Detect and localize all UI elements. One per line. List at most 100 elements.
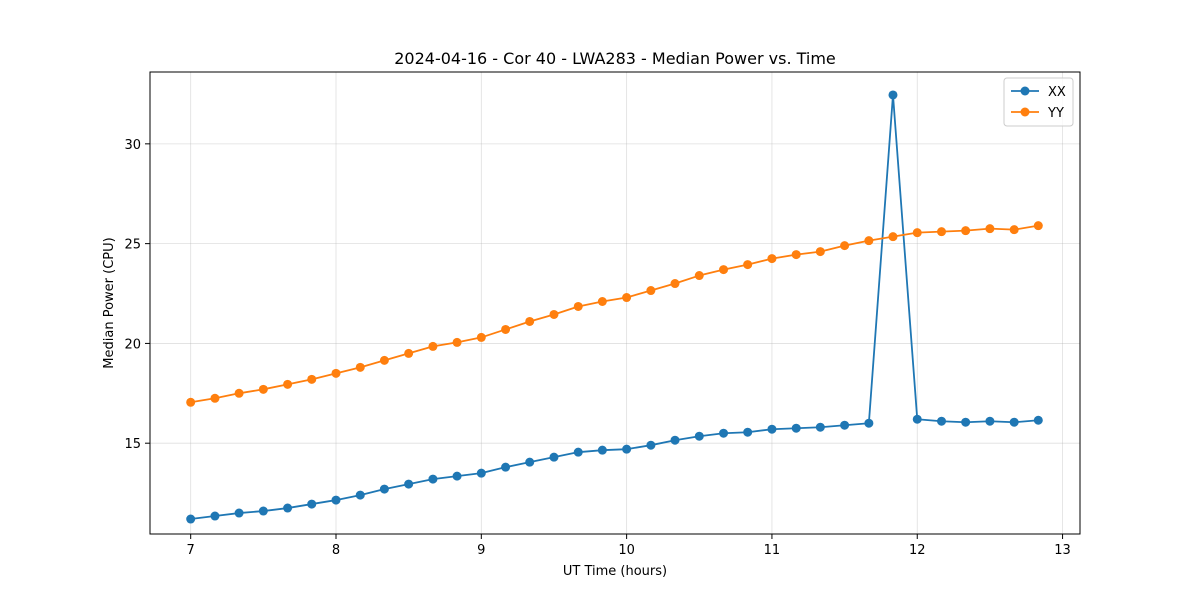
data-point-yy	[573, 301, 583, 311]
data-point-yy	[815, 247, 825, 257]
data-point-xx	[549, 452, 559, 462]
series-layer	[186, 90, 1043, 524]
data-point-yy	[331, 368, 341, 378]
data-point-yy	[452, 337, 462, 347]
data-point-xx	[743, 427, 753, 437]
legend-label: XX	[1048, 85, 1066, 100]
data-point-xx	[815, 422, 825, 432]
data-point-xx	[331, 495, 341, 505]
x-tick-label: 11	[764, 543, 781, 558]
data-point-yy	[1009, 225, 1019, 235]
data-point-yy	[646, 286, 656, 296]
data-point-xx	[476, 468, 486, 478]
x-tick-label: 13	[1054, 543, 1071, 558]
data-point-xx	[1033, 415, 1043, 425]
data-point-yy	[694, 271, 704, 281]
data-point-yy	[985, 224, 995, 234]
data-point-xx	[864, 418, 874, 428]
data-point-yy	[501, 324, 511, 334]
data-point-xx	[646, 440, 656, 450]
plot-area-frame	[149, 71, 1081, 535]
data-point-xx	[307, 499, 317, 509]
data-point-xx	[937, 416, 947, 426]
y-tick-label: 30	[124, 138, 141, 153]
chart-title: 2024-04-16 - Cor 40 - LWA283 - Median Po…	[394, 49, 836, 68]
data-point-yy	[912, 228, 922, 238]
data-point-yy	[840, 241, 850, 251]
data-point-yy	[719, 265, 729, 275]
series-line-yy	[190, 224, 1039, 404]
legend: XX YY	[1003, 77, 1074, 127]
data-point-xx	[428, 474, 438, 484]
data-point-yy	[767, 254, 777, 264]
series-xx	[186, 90, 1043, 524]
y-tick-label: 15	[124, 437, 141, 452]
data-point-xx	[719, 428, 729, 438]
data-point-yy	[258, 384, 268, 394]
series-yy	[186, 221, 1043, 407]
y-tick-label: 20	[124, 337, 141, 352]
data-point-xx	[210, 511, 220, 521]
axis-ticks: 7 8 9 10 11 12 13 15 20 25 30	[124, 138, 1070, 558]
data-point-yy	[888, 232, 898, 242]
y-tick-label: 25	[124, 238, 141, 253]
data-point-xx	[912, 414, 922, 424]
data-point-xx	[670, 435, 680, 445]
data-point-yy	[307, 374, 317, 384]
data-point-xx	[840, 420, 850, 430]
data-point-xx	[767, 424, 777, 434]
data-point-xx	[452, 471, 462, 481]
data-point-xx	[186, 514, 196, 524]
data-point-yy	[210, 393, 220, 403]
data-point-xx	[234, 508, 244, 518]
data-point-xx	[379, 484, 389, 494]
data-point-yy	[283, 379, 293, 389]
data-point-xx	[694, 431, 704, 441]
data-point-yy	[404, 348, 414, 358]
data-point-yy	[355, 362, 365, 372]
legend-label: YY	[1047, 106, 1064, 121]
data-point-xx	[258, 506, 268, 516]
data-point-yy	[428, 341, 438, 351]
x-tick-label: 9	[477, 543, 485, 558]
data-point-yy	[379, 355, 389, 365]
grid-lines	[150, 72, 1080, 534]
data-point-yy	[937, 227, 947, 237]
x-tick-label: 10	[618, 543, 635, 558]
data-point-xx	[525, 457, 535, 467]
legend-swatch-marker	[1020, 86, 1030, 96]
series-line-xx	[190, 94, 1039, 520]
data-point-yy	[864, 236, 874, 246]
x-tick-label: 7	[187, 543, 195, 558]
data-point-xx	[573, 447, 583, 457]
data-point-xx	[622, 444, 632, 454]
data-point-xx	[404, 479, 414, 489]
legend-swatch-marker	[1020, 107, 1030, 117]
data-point-yy	[622, 293, 632, 303]
data-point-yy	[525, 316, 535, 326]
data-point-xx	[888, 90, 898, 100]
data-point-yy	[549, 309, 559, 319]
data-point-xx	[985, 416, 995, 426]
y-axis-label: Median Power (CPU)	[102, 237, 117, 368]
data-point-yy	[791, 250, 801, 260]
data-point-yy	[186, 397, 196, 407]
data-point-yy	[476, 332, 486, 342]
data-point-xx	[597, 445, 607, 455]
data-point-xx	[355, 490, 365, 500]
data-point-xx	[501, 462, 511, 472]
data-point-yy	[743, 260, 753, 270]
data-point-xx	[1009, 417, 1019, 427]
data-point-yy	[597, 297, 607, 307]
data-point-yy	[670, 279, 680, 289]
data-point-yy	[1033, 221, 1043, 231]
x-tick-label: 8	[332, 543, 340, 558]
data-point-yy	[234, 388, 244, 398]
data-point-xx	[791, 423, 801, 433]
data-point-xx	[283, 503, 293, 513]
x-axis-label: UT Time (hours)	[563, 564, 667, 579]
data-point-xx	[961, 417, 971, 427]
x-tick-label: 12	[909, 543, 926, 558]
data-point-yy	[961, 226, 971, 236]
